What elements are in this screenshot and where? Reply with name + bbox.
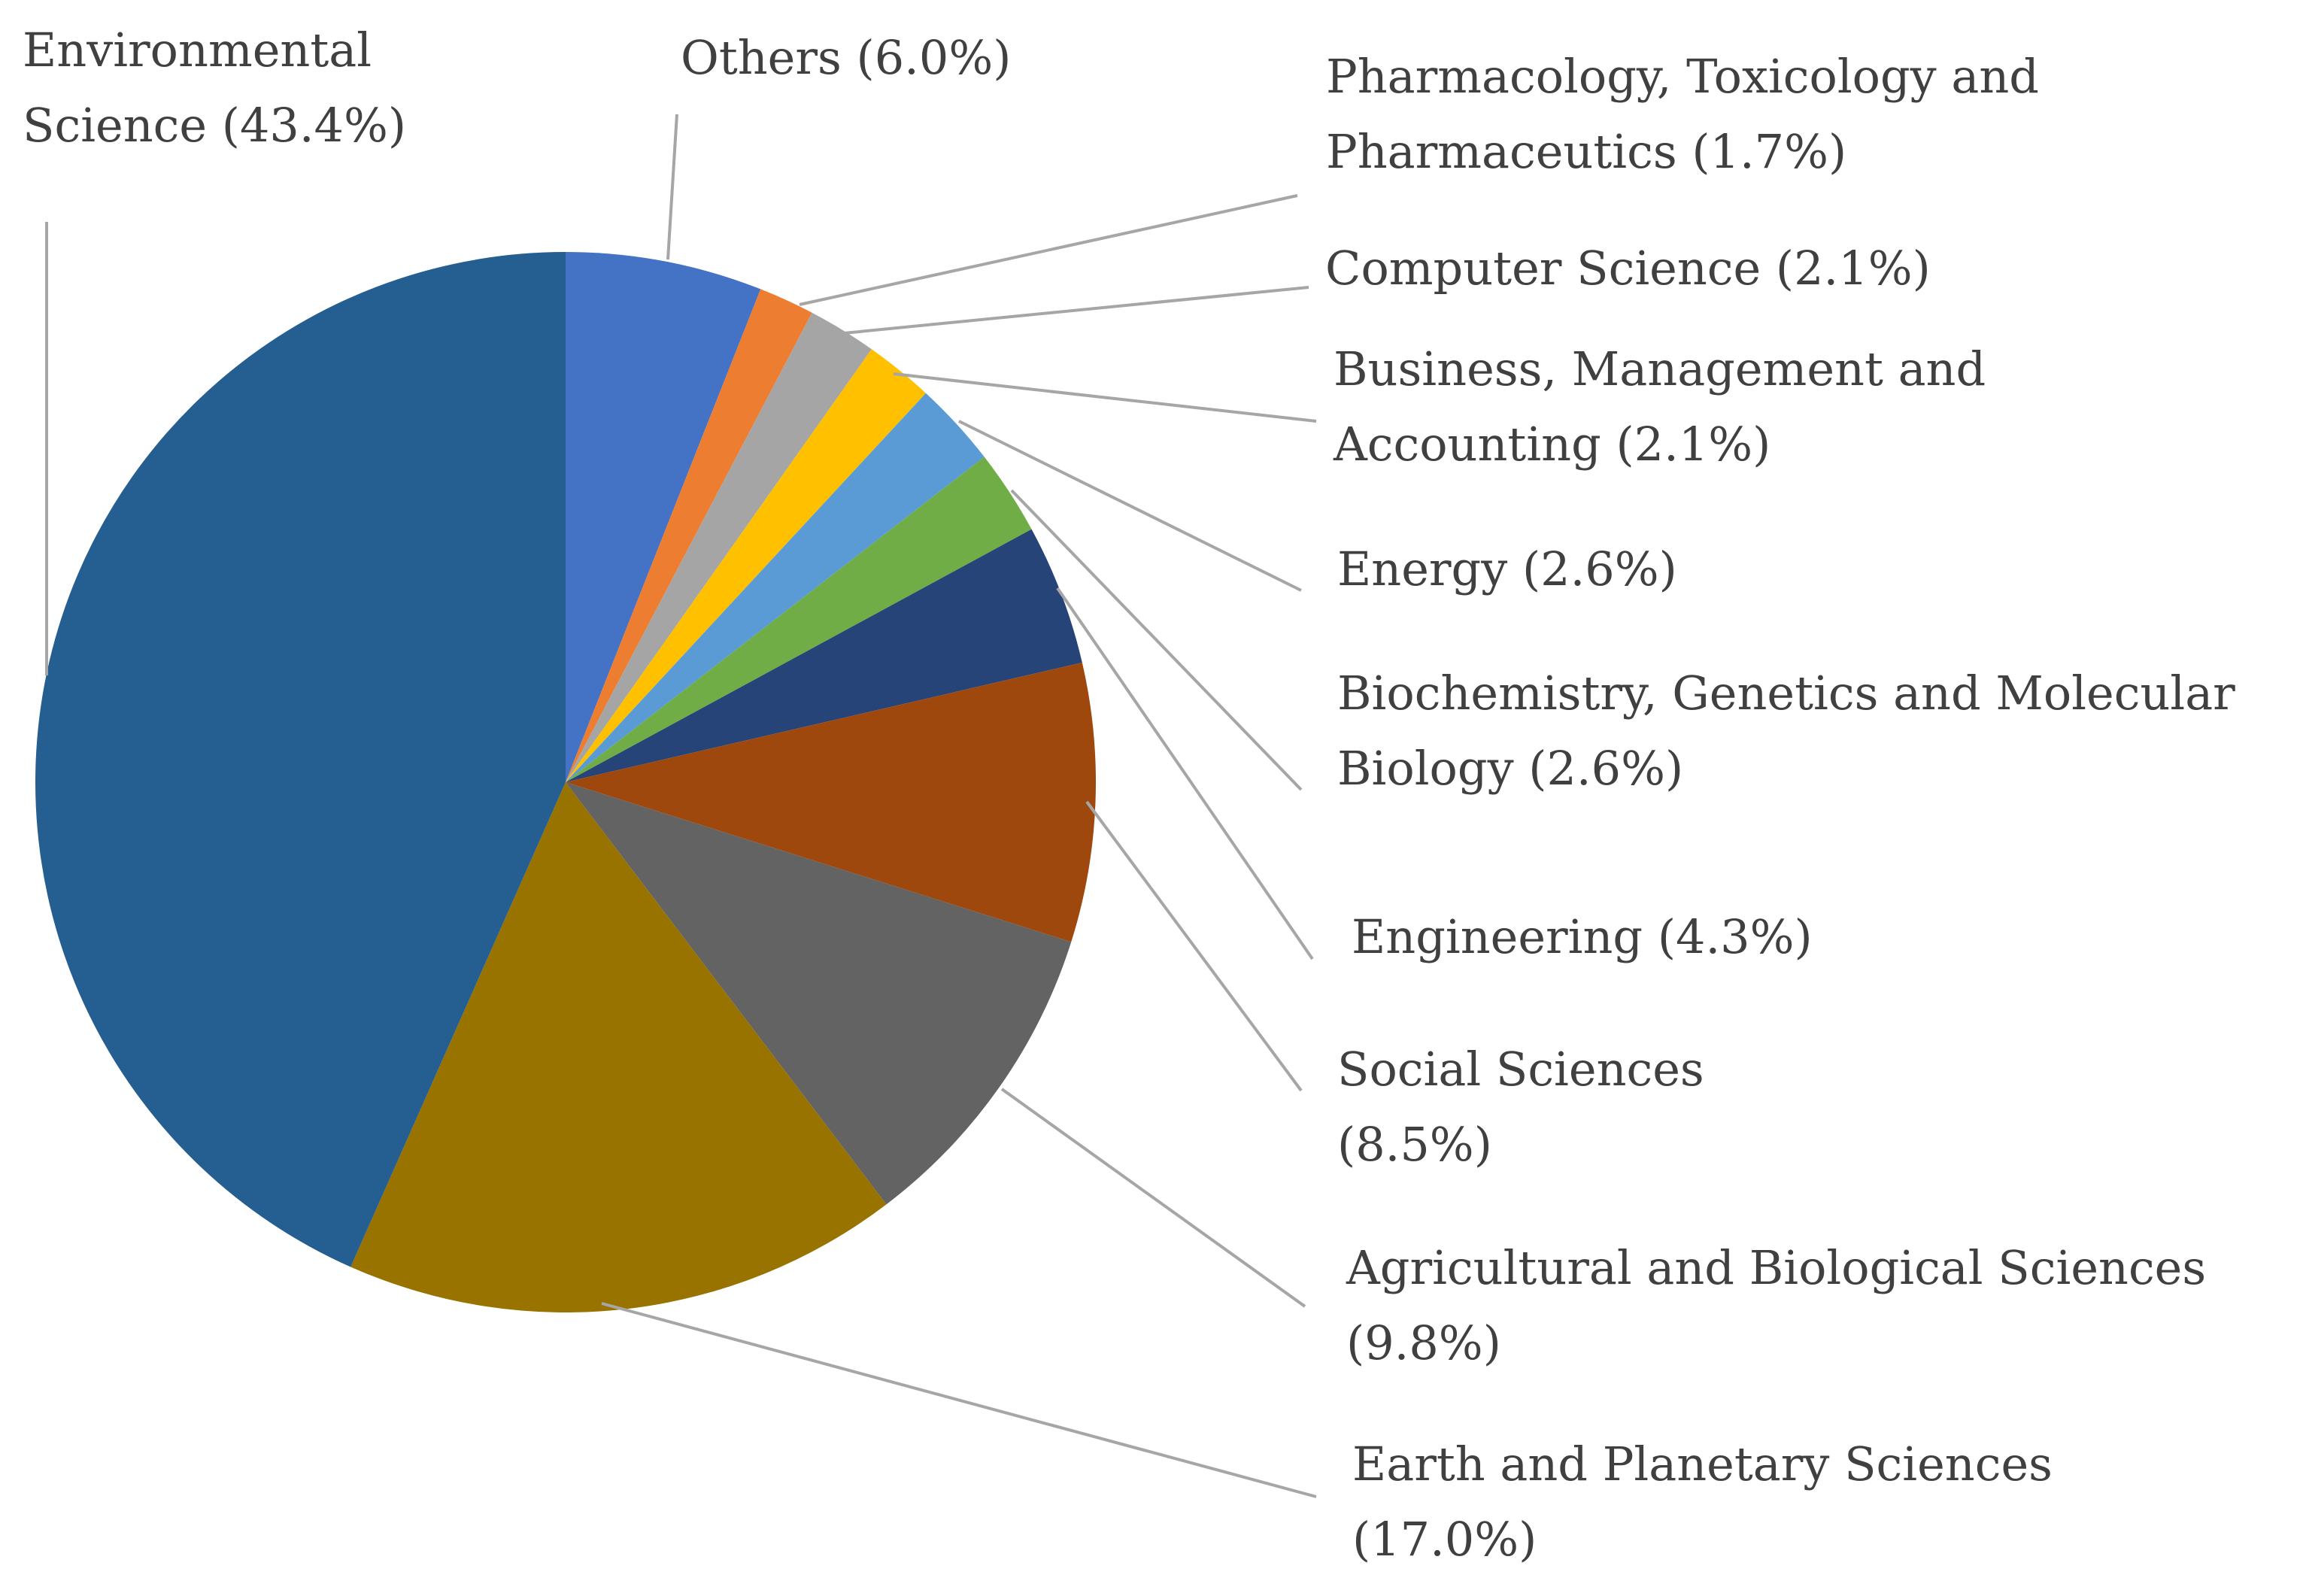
- data-label-line: Agricultural and Biological Sciences: [1346, 1240, 2206, 1295]
- pie-slice-social-sciences: [566, 662, 1097, 942]
- data-label-line: Pharmaceutics (1.7%): [1326, 124, 1846, 179]
- data-label-line: Accounting (2.1%): [1333, 417, 1770, 472]
- data-label-pharmacology-toxicology-and-pharmaceutics: Pharmacology, Toxicology and Pharmaceutic…: [1326, 49, 2039, 179]
- leader-line-engineering: [1056, 587, 1314, 960]
- data-label-business-management-and-accounting: Business, Management and Accounting (2.1%…: [1333, 341, 1986, 472]
- data-label-agricultural-and-biological-sciences: Agricultural and Biological Sciences (9.8…: [1346, 1240, 2206, 1370]
- data-label-line: Environmental: [23, 23, 372, 77]
- data-label-social-sciences: Social Sciences (8.5%): [1337, 1042, 1704, 1172]
- data-label-line: Biochemistry, Genetics and Molecular: [1337, 666, 2235, 721]
- data-label-line: Energy (2.6%): [1337, 542, 1677, 596]
- pie-slice-computer-science: [566, 312, 872, 782]
- data-label-line: Others (6.0%): [681, 30, 1011, 85]
- data-label-line: (9.8%): [1346, 1315, 1501, 1370]
- data-label-energy: Energy (2.6%): [1337, 542, 1677, 596]
- data-label-earth-and-planetary-sciences: Earth and Planetary Sciences (17.0%): [1352, 1437, 2053, 1567]
- data-label-line: Social Sciences: [1337, 1042, 1704, 1097]
- data-label-environmental-science: Environmental Science (43.4%): [23, 23, 406, 153]
- pie-slice-pharmacology-toxicology-and-pharmaceutics: [566, 289, 812, 782]
- data-label-line: Engineering (4.3%): [1352, 909, 1813, 964]
- data-label-line: Computer Science (2.1%): [1325, 241, 1931, 296]
- pie-slice-earth-and-planetary-sciences: [350, 782, 887, 1312]
- pie-slice-engineering: [566, 529, 1082, 782]
- pie-slice-business-management-and-accounting: [566, 349, 926, 782]
- data-label-line: Business, Management and: [1334, 341, 1986, 396]
- leader-line-earth-and-planetary-sciences: [601, 1302, 1317, 1498]
- data-label-line: (8.5%): [1337, 1117, 1492, 1172]
- data-label-computer-science: Computer Science (2.1%): [1325, 241, 1931, 296]
- data-label-line: Science (43.4%): [23, 98, 406, 153]
- pie-slice-others: [566, 252, 761, 782]
- pie-slice-biochemistry-genetics-and-molecular-biology: [566, 457, 1032, 782]
- leader-line-others: [666, 114, 678, 260]
- leader-lines-layer: [45, 114, 1317, 1498]
- leader-line-pharmacology-toxicology-and-pharmaceutics: [799, 194, 1298, 306]
- leader-line-social-sciences: [1085, 800, 1303, 1092]
- data-label-line: Earth and Planetary Sciences: [1352, 1437, 2053, 1491]
- data-label-engineering: Engineering (4.3%): [1352, 909, 1813, 964]
- pie-slice-environmental-science: [35, 252, 566, 1267]
- leader-line-agricultural-and-biological-sciences: [1000, 1088, 1306, 1308]
- data-label-line: (17.0%): [1352, 1512, 1537, 1567]
- pie-slice-agricultural-and-biological-sciences: [566, 782, 1072, 1205]
- leader-line-computer-science: [843, 286, 1309, 335]
- data-label-others: Others (6.0%): [681, 30, 1011, 85]
- data-label-line: Pharmacology, Toxicology and: [1326, 49, 2039, 104]
- leader-line-energy: [958, 420, 1302, 592]
- leader-line-business-management-and-accounting: [893, 372, 1317, 423]
- pie-slice-energy: [566, 393, 985, 782]
- slices-layer: [35, 252, 1097, 1312]
- labels-layer: Others (6.0%) Pharmacology, Toxicology an…: [23, 23, 2235, 1567]
- leader-line-biochemistry-genetics-and-molecular-biology: [1010, 489, 1303, 791]
- data-label-line: Biology (2.6%): [1337, 741, 1683, 796]
- data-label-biochemistry-genetics-and-molecular-biology: Biochemistry, Genetics and Molecular Biol…: [1337, 666, 2235, 796]
